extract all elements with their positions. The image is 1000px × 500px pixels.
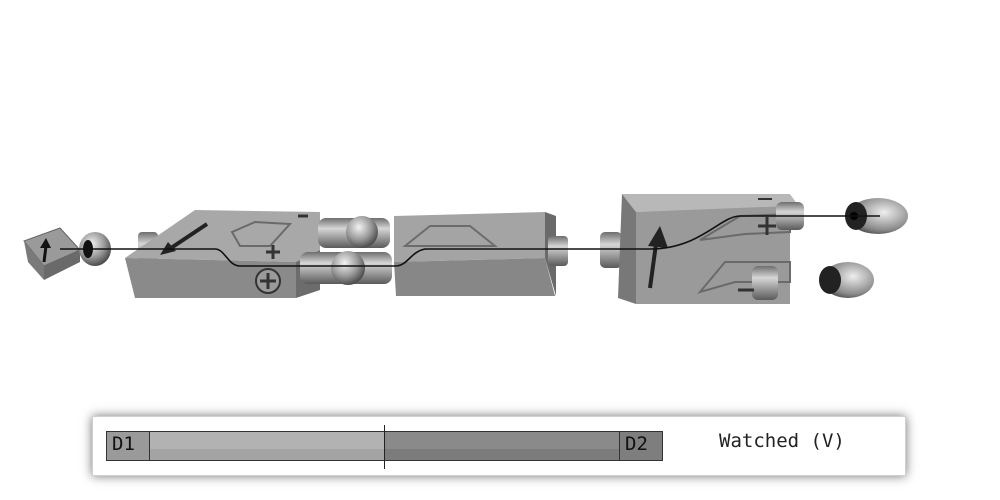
plus-sign-icon [266,245,280,259]
detector-readout-panel: D1 D2 Watched (V) [92,416,906,476]
plus-sign-icon [255,268,281,294]
d1-label: D1 [107,432,150,460]
beam-splitter-1 [125,210,320,298]
split-marker [383,425,385,469]
d2-fill [384,432,662,460]
interferometer-scene [23,194,908,304]
watched-label: Watched (V) [719,430,845,452]
d1-fill [107,432,385,460]
plus-sign-icon [758,217,776,235]
up-arrow-icon [648,226,668,289]
photon-source [23,227,81,280]
d2-label: D2 [619,432,662,460]
arm-upper [318,216,390,248]
detector-eye-icon [819,262,874,298]
detector-bar: D1 D2 [106,431,663,461]
photon-beam [60,215,880,267]
up-arrow-icon [40,238,51,263]
arm-lower [300,251,392,285]
beam-splitter-2 [394,212,568,296]
